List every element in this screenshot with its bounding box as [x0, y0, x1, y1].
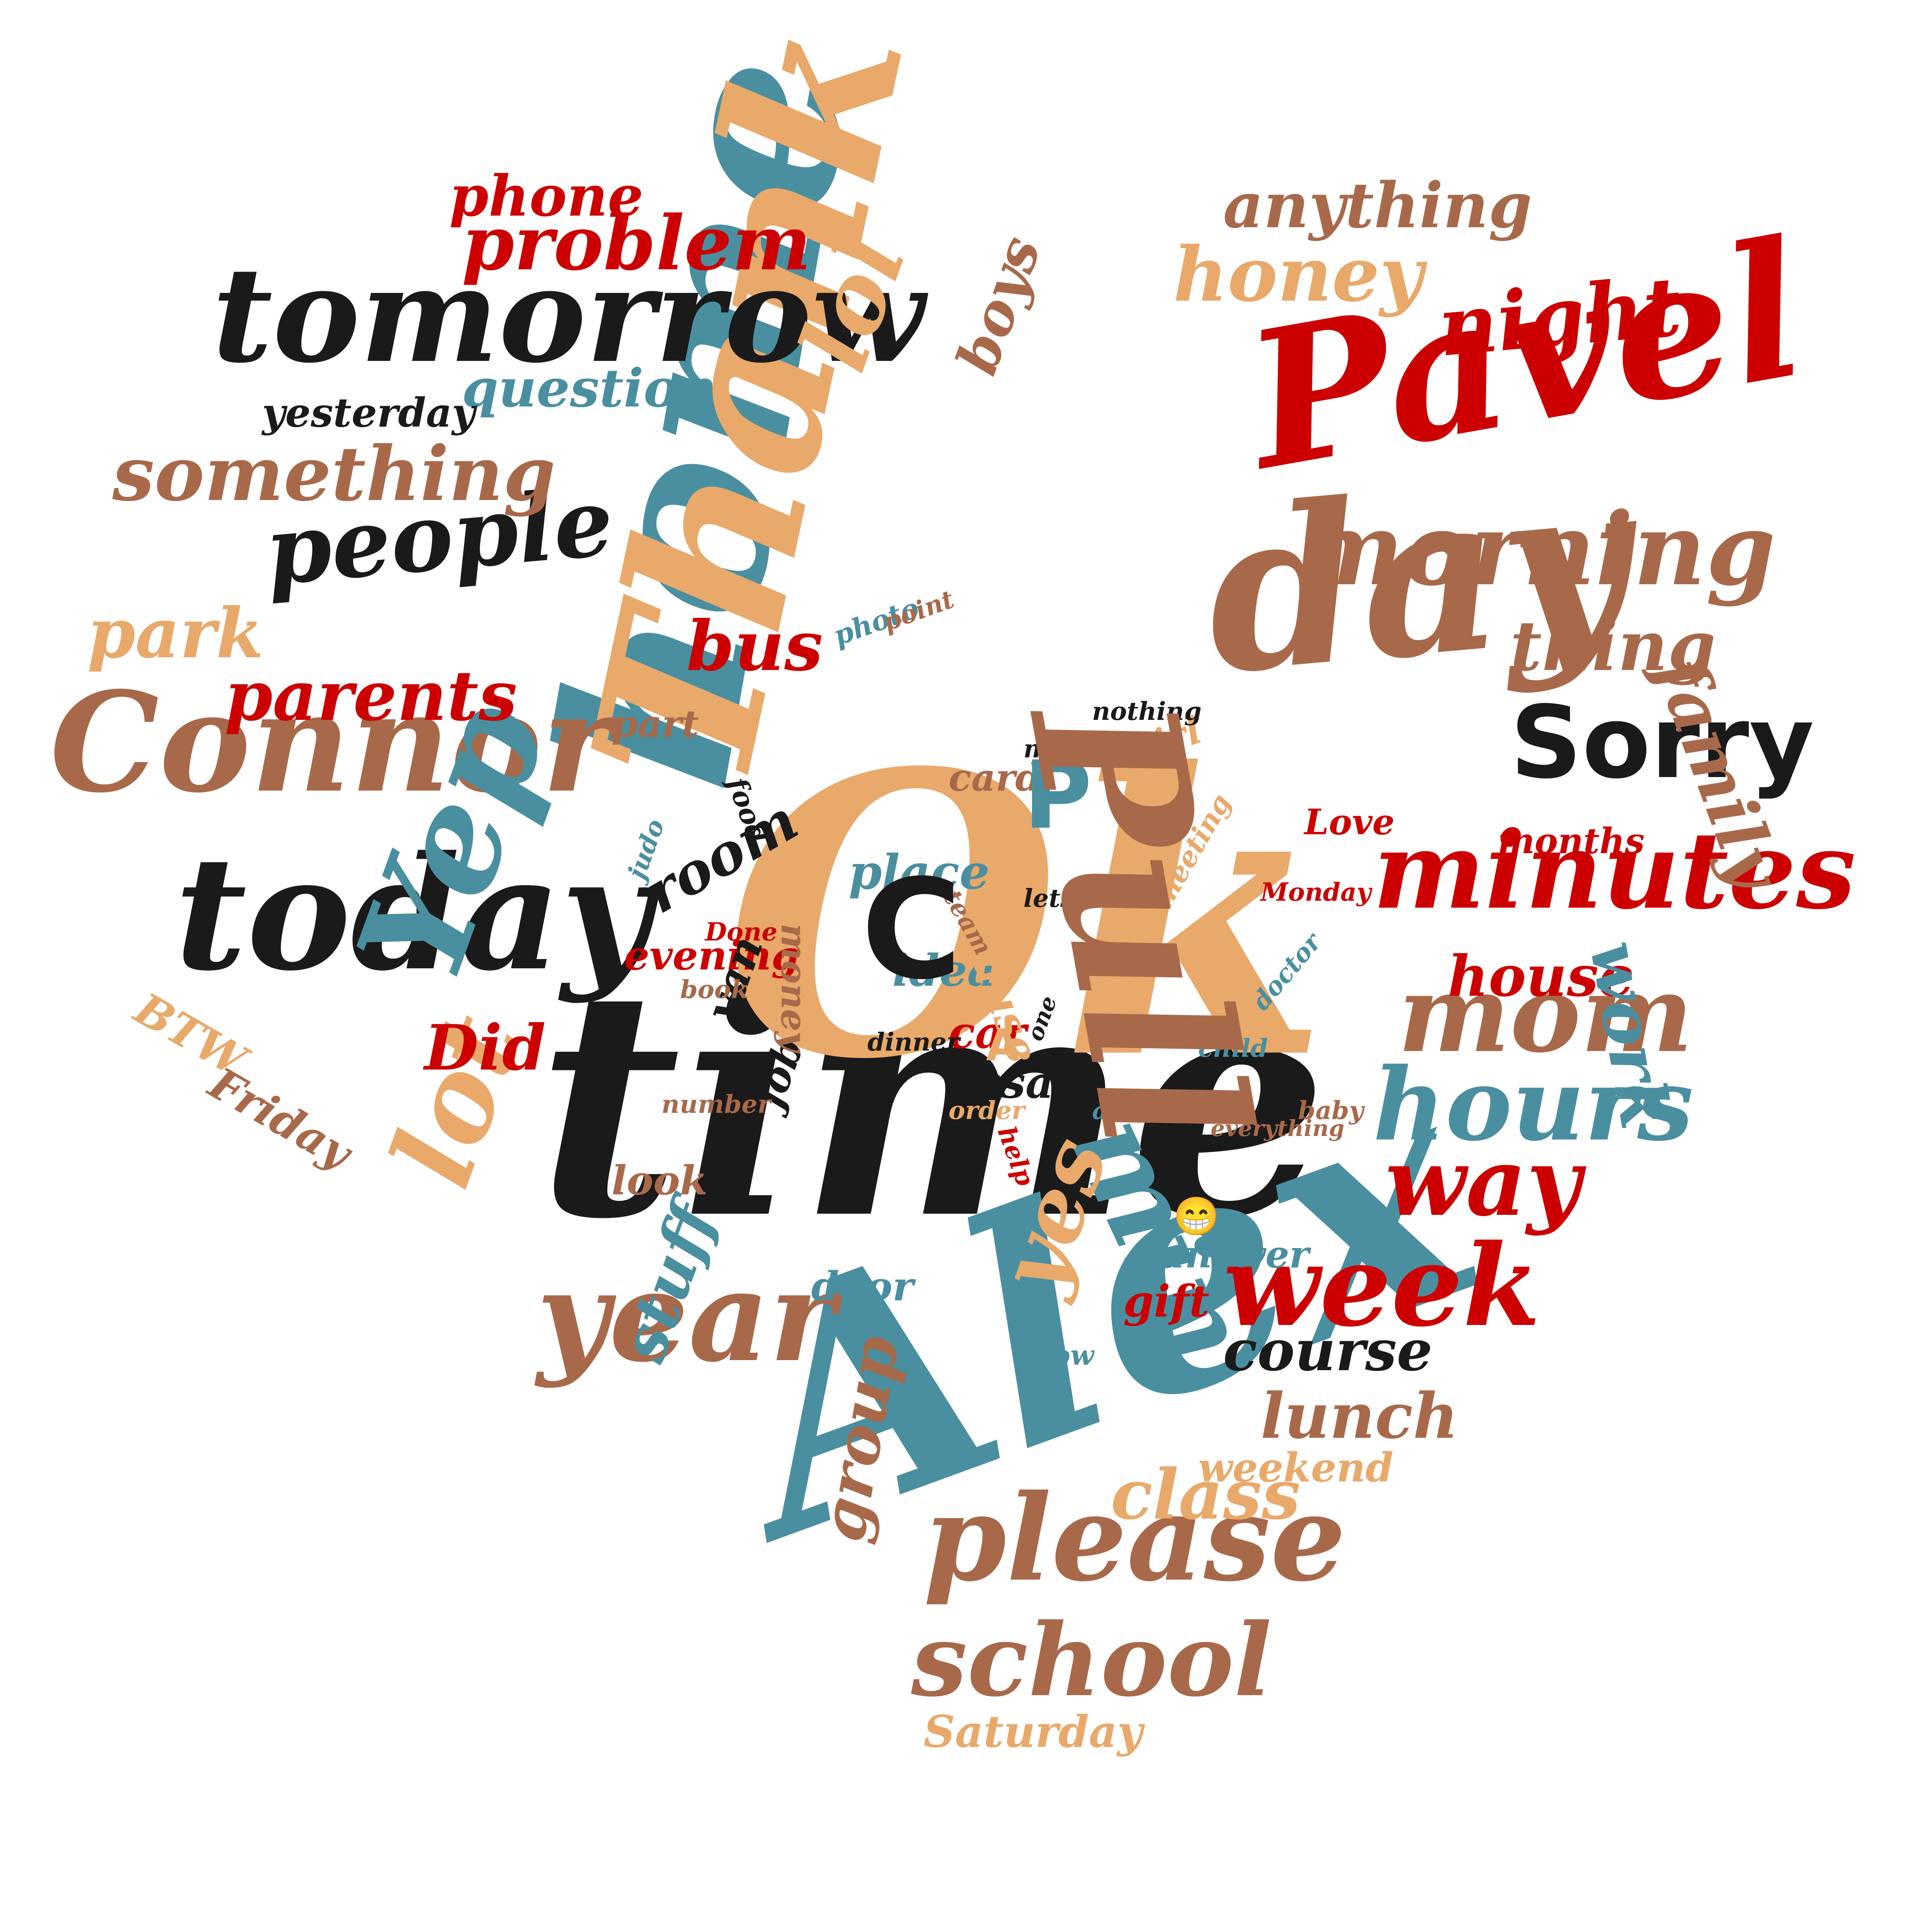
cloud-word-hours: hours	[1372, 1046, 1694, 1163]
cloud-word-gift: gift	[1123, 1275, 1209, 1327]
grinning-face-icon: 😁	[1173, 1196, 1220, 1237]
cloud-word-minutes: minutes	[1372, 808, 1856, 933]
cloud-word-did: Did	[424, 1011, 546, 1085]
cloud-word-boys: boys	[944, 228, 1054, 383]
cloud-word-c: C	[861, 849, 962, 1010]
cloud-word-point: point	[879, 584, 958, 637]
cloud-word-monday: Monday	[1260, 878, 1371, 907]
cloud-word-place: place	[849, 844, 990, 900]
cloud-word-order: order	[948, 1096, 1025, 1126]
cloud-word-idea: idea	[892, 944, 996, 996]
cloud-word-course: course	[1223, 1318, 1433, 1384]
cloud-word-number: number	[661, 1090, 771, 1119]
cloud-word-morning: morning	[1298, 490, 1776, 608]
cloud-word-saturday: Saturday	[923, 1706, 1143, 1758]
cloud-word-phone: phone	[449, 163, 644, 230]
cloud-word-nothing: nothing	[1092, 696, 1202, 726]
cloud-word-problem: problem	[462, 199, 811, 287]
cloud-word-connor: Connor	[50, 662, 614, 823]
cloud-word-sorry: Sorry	[1510, 684, 1815, 801]
cloud-word-parents: parents	[224, 655, 517, 736]
cloud-word-park: park	[87, 593, 264, 674]
cloud-word-book: book	[680, 975, 748, 1005]
cloud-word-car: car	[948, 1007, 1027, 1059]
cloud-word-done: Done	[705, 917, 778, 947]
cloud-word-everything: everything	[1211, 1114, 1345, 1141]
cloud-word-p: P	[1023, 741, 1092, 850]
cloud-word-lunch: lunch	[1260, 1379, 1459, 1453]
cloud-word-mom: mom	[1398, 951, 1693, 1077]
cloud-word-way: way	[1385, 1128, 1581, 1238]
cloud-word-baby: baby	[1298, 1096, 1364, 1126]
cloud-word-money: money	[773, 923, 815, 1052]
cloud-word-yesterday: yesterday	[262, 389, 475, 437]
cloud-word-anything: anything	[1223, 169, 1532, 243]
cloud-word-evening: evening	[624, 932, 799, 980]
cloud-word-movie: movie	[1023, 734, 1107, 764]
cloud-word-door: door	[811, 1263, 914, 1310]
cloud-word-child: child	[1198, 1033, 1268, 1063]
cloud-word-school: school	[911, 1601, 1272, 1719]
cloud-word-essay: essay	[948, 1057, 1079, 1109]
cloud-word-lets: lets	[1023, 884, 1075, 913]
cloud-word-class: class	[1111, 1454, 1301, 1535]
cloud-word-thing: thing	[1510, 605, 1716, 686]
cloud-word-wow: Wow	[1023, 1339, 1094, 1372]
cloud-word-year: year	[536, 1243, 835, 1390]
cloud-word-tomorrow: tomorrow	[212, 238, 925, 392]
cloud-word-ok: Ok	[724, 690, 1329, 1145]
cloud-word-weekend: weekend	[1198, 1444, 1393, 1491]
cloud-word-card: card	[948, 755, 1042, 799]
cloud-word-months: months	[1497, 820, 1645, 862]
cloud-word-look: look	[611, 1157, 708, 1204]
cloud-word-house: house	[1447, 943, 1634, 1009]
cloud-word-night: night	[1434, 259, 1685, 375]
cloud-word-alarm: alarm	[1092, 1096, 1173, 1126]
cloud-word-something: something	[112, 430, 556, 518]
cloud-word-love: Love	[1304, 802, 1395, 843]
cloud-word-question: question	[462, 357, 717, 419]
cloud-word-a: A	[986, 1019, 1020, 1071]
cloud-word-today: today	[175, 822, 652, 1006]
cloud-word-bus: bus	[686, 605, 823, 686]
cloud-word-honey: honey	[1173, 230, 1423, 318]
cloud-word-answer: answer	[1160, 1232, 1309, 1276]
cloud-word-part: part	[611, 701, 699, 746]
cloud-word-time: time	[536, 921, 1328, 1287]
cloud-word-week: week	[1223, 1219, 1541, 1352]
cloud-word-dinner: dinner	[867, 1027, 960, 1057]
cloud-word-please: please	[923, 1468, 1346, 1608]
